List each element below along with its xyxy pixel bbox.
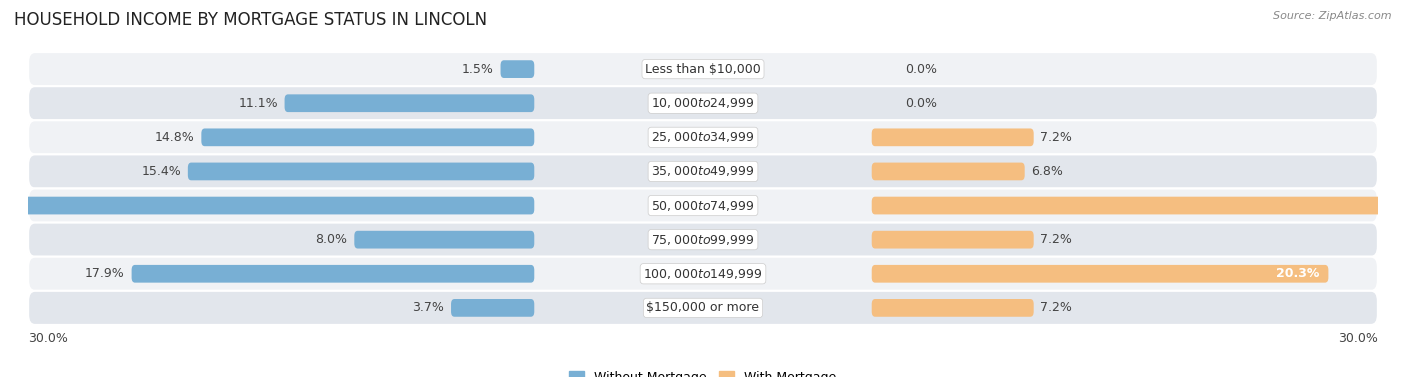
FancyBboxPatch shape	[28, 120, 1378, 155]
FancyBboxPatch shape	[28, 291, 1378, 325]
Text: 7.2%: 7.2%	[1040, 233, 1073, 246]
Text: 15.4%: 15.4%	[142, 165, 181, 178]
FancyBboxPatch shape	[28, 86, 1378, 120]
Text: 11.1%: 11.1%	[238, 97, 278, 110]
FancyBboxPatch shape	[872, 231, 1033, 248]
Text: $75,000 to $99,999: $75,000 to $99,999	[651, 233, 755, 247]
FancyBboxPatch shape	[354, 231, 534, 248]
FancyBboxPatch shape	[201, 129, 534, 146]
FancyBboxPatch shape	[872, 299, 1033, 317]
FancyBboxPatch shape	[28, 188, 1378, 222]
Text: $100,000 to $149,999: $100,000 to $149,999	[644, 267, 762, 281]
Legend: Without Mortgage, With Mortgage: Without Mortgage, With Mortgage	[564, 366, 842, 377]
FancyBboxPatch shape	[872, 197, 1406, 215]
Text: 0.0%: 0.0%	[905, 97, 938, 110]
Text: 1.5%: 1.5%	[463, 63, 494, 76]
FancyBboxPatch shape	[872, 162, 1025, 180]
Text: 8.0%: 8.0%	[315, 233, 347, 246]
Text: $35,000 to $49,999: $35,000 to $49,999	[651, 164, 755, 178]
FancyBboxPatch shape	[28, 257, 1378, 291]
Text: 14.8%: 14.8%	[155, 131, 194, 144]
Text: 3.7%: 3.7%	[412, 301, 444, 314]
Text: 17.9%: 17.9%	[86, 267, 125, 280]
FancyBboxPatch shape	[872, 129, 1033, 146]
Text: 7.2%: 7.2%	[1040, 131, 1073, 144]
Text: $25,000 to $34,999: $25,000 to $34,999	[651, 130, 755, 144]
Text: HOUSEHOLD INCOME BY MORTGAGE STATUS IN LINCOLN: HOUSEHOLD INCOME BY MORTGAGE STATUS IN L…	[14, 11, 488, 29]
Text: $50,000 to $74,999: $50,000 to $74,999	[651, 199, 755, 213]
FancyBboxPatch shape	[188, 162, 534, 180]
Text: Source: ZipAtlas.com: Source: ZipAtlas.com	[1274, 11, 1392, 21]
Text: 7.2%: 7.2%	[1040, 301, 1073, 314]
Text: 30.0%: 30.0%	[28, 333, 67, 345]
FancyBboxPatch shape	[28, 155, 1378, 188]
FancyBboxPatch shape	[501, 60, 534, 78]
Text: Less than $10,000: Less than $10,000	[645, 63, 761, 76]
FancyBboxPatch shape	[284, 94, 534, 112]
FancyBboxPatch shape	[0, 197, 534, 215]
FancyBboxPatch shape	[451, 299, 534, 317]
FancyBboxPatch shape	[28, 222, 1378, 257]
Text: 20.3%: 20.3%	[1277, 267, 1319, 280]
FancyBboxPatch shape	[872, 265, 1329, 283]
Text: 6.8%: 6.8%	[1032, 165, 1063, 178]
FancyBboxPatch shape	[28, 52, 1378, 86]
Text: 30.0%: 30.0%	[1339, 333, 1378, 345]
Text: 0.0%: 0.0%	[905, 63, 938, 76]
Text: $150,000 or more: $150,000 or more	[647, 301, 759, 314]
Text: $10,000 to $24,999: $10,000 to $24,999	[651, 96, 755, 110]
FancyBboxPatch shape	[132, 265, 534, 283]
